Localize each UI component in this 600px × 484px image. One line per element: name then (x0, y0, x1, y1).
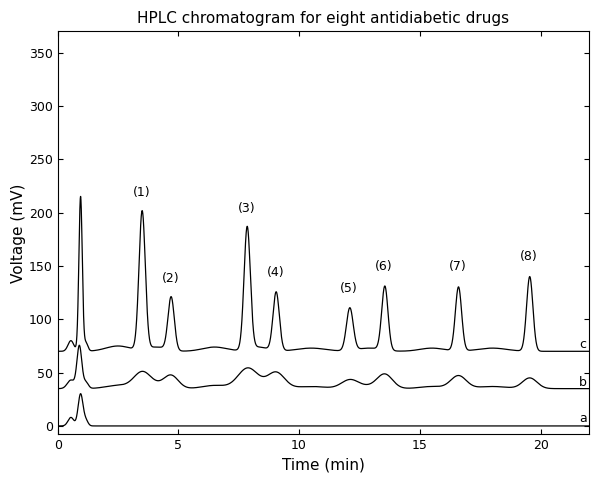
Text: (5): (5) (340, 282, 358, 295)
Text: (2): (2) (161, 272, 179, 285)
Text: (4): (4) (266, 266, 284, 279)
Text: b: b (579, 376, 587, 389)
Text: (8): (8) (520, 250, 538, 263)
X-axis label: Time (min): Time (min) (282, 458, 365, 473)
Text: (7): (7) (449, 260, 467, 273)
Text: (1): (1) (133, 186, 150, 199)
Text: c: c (579, 338, 586, 351)
Y-axis label: Voltage (mV): Voltage (mV) (11, 183, 26, 283)
Title: HPLC chromatogram for eight antidiabetic drugs: HPLC chromatogram for eight antidiabetic… (137, 11, 509, 26)
Text: a: a (579, 412, 587, 425)
Text: (3): (3) (238, 202, 255, 215)
Text: (6): (6) (375, 260, 393, 273)
